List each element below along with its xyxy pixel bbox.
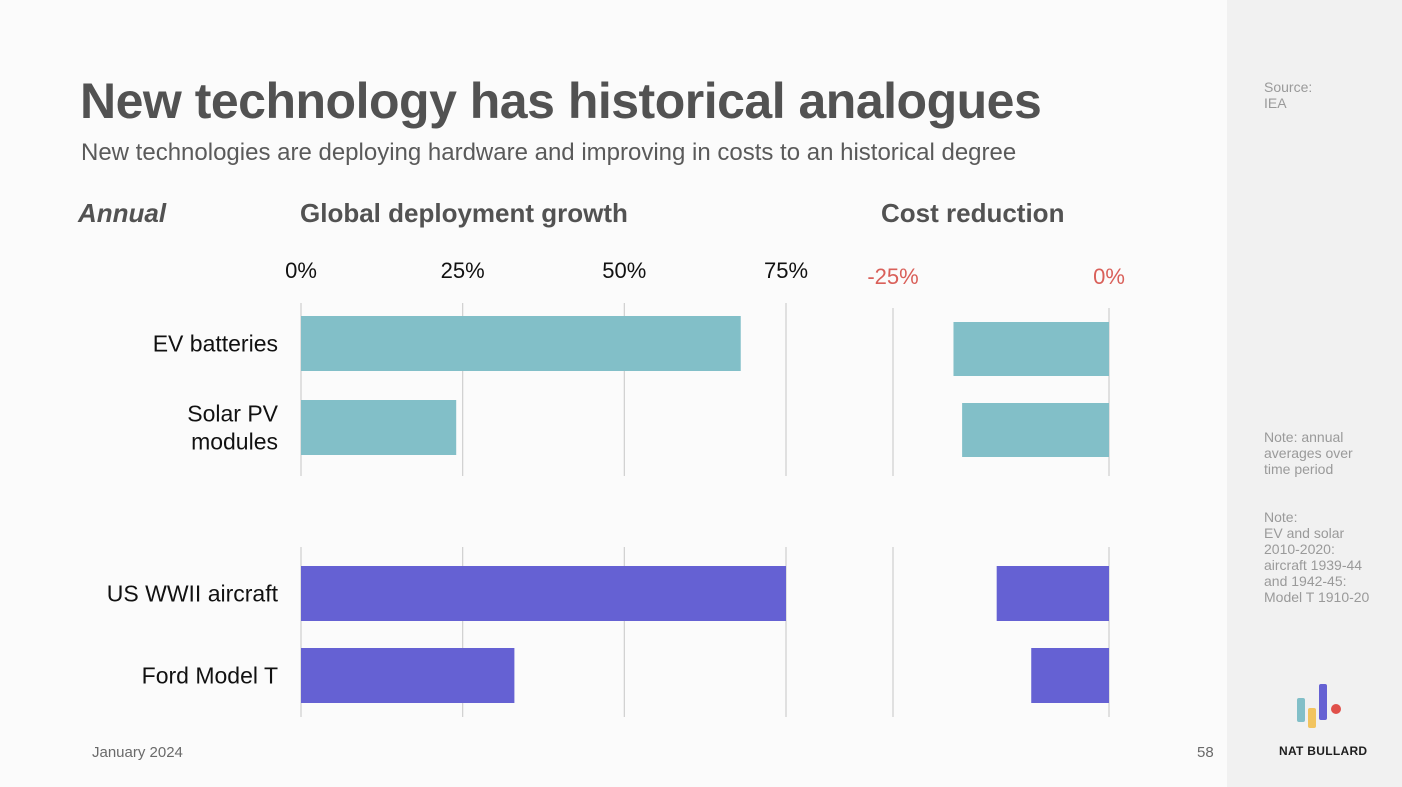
brand-name: NAT BULLARD bbox=[1279, 744, 1368, 758]
cost-bar bbox=[953, 322, 1109, 376]
sidebar-panel bbox=[1227, 0, 1402, 787]
deployment-chart-title: Global deployment growth bbox=[300, 198, 628, 228]
deployment-tick-label: 25% bbox=[441, 258, 485, 283]
averages-note: Note: annual averages over time period bbox=[1264, 429, 1353, 477]
footer-date: January 2024 bbox=[92, 744, 183, 761]
deployment-bar bbox=[301, 566, 786, 621]
category-label: EV batteries bbox=[153, 331, 278, 357]
deployment-tick-label: 0% bbox=[285, 258, 317, 283]
deployment-bar bbox=[301, 316, 741, 371]
bar-charts: 0% 25% 50% 75% EV batteries Solar PV modules US… bbox=[107, 258, 1125, 717]
time-period-note: Note: EV and solar 2010-2020: aircraft 1… bbox=[1264, 509, 1370, 605]
brand-logo-icon bbox=[1297, 684, 1341, 728]
cost-bar bbox=[1031, 648, 1109, 703]
cost-tick-label: 0% bbox=[1093, 264, 1125, 289]
category-label: Solar PV modules bbox=[187, 401, 278, 455]
deployment-bar bbox=[301, 648, 515, 703]
page-number: 58 bbox=[1197, 744, 1214, 761]
source-note: Source: IEA bbox=[1264, 79, 1313, 111]
annual-label: Annual bbox=[78, 198, 167, 228]
deployment-tick-label: 75% bbox=[764, 258, 808, 283]
cost-bar bbox=[962, 403, 1109, 457]
category-label: US WWII aircraft bbox=[107, 581, 279, 607]
cost-chart-title: Cost reduction bbox=[881, 198, 1065, 228]
cost-tick-label: -25% bbox=[867, 264, 918, 289]
slide-title: New technology has historical analogues bbox=[80, 73, 1042, 129]
category-label: Ford Model T bbox=[142, 663, 278, 689]
deployment-tick-label: 50% bbox=[602, 258, 646, 283]
deployment-bar bbox=[301, 400, 457, 455]
cost-bar bbox=[996, 566, 1109, 621]
slide-subtitle: New technologies are deploying hardware … bbox=[81, 139, 1017, 166]
